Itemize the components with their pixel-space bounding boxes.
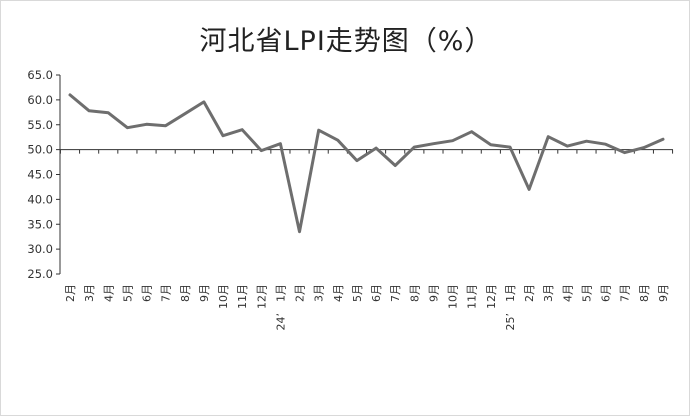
x-tick-label: 2月 — [294, 284, 307, 302]
data-point — [451, 139, 454, 142]
x-tick-label: 3月 — [83, 284, 96, 302]
data-point — [393, 164, 397, 167]
x-tick-label: 8月 — [638, 284, 651, 302]
x-tick-label: 5月 — [580, 284, 593, 302]
data-point — [604, 142, 607, 146]
data-point — [240, 128, 244, 131]
x-tick-label: 2月 — [64, 284, 77, 302]
data-point — [489, 143, 493, 146]
data-point — [145, 123, 148, 126]
x-tick-label: 6月 — [600, 284, 613, 302]
x-tick-label: 10月 — [447, 284, 460, 309]
data-point — [336, 138, 340, 142]
x-tick-label: 3月 — [313, 284, 326, 302]
data-point — [566, 144, 569, 148]
y-tick-label: 60.0 — [27, 93, 53, 107]
y-tick-label: 25.0 — [27, 267, 53, 281]
data-point — [470, 130, 473, 133]
y-tick-label: 45.0 — [27, 168, 53, 182]
data-point — [164, 124, 167, 127]
data-point — [87, 109, 91, 113]
y-tick-label: 65.0 — [27, 68, 53, 82]
x-tick-label: 5月 — [121, 284, 134, 302]
data-point — [374, 146, 378, 150]
x-tick-label: 9月 — [198, 284, 211, 302]
x-tick-label: 4月 — [102, 284, 115, 302]
data-point — [279, 142, 282, 145]
x-tick-label: 4月 — [332, 284, 345, 302]
year-label: 25’ — [504, 313, 517, 331]
x-tick-label: 4月 — [561, 284, 574, 302]
x-tick-label: 10月 — [217, 284, 230, 309]
x-tick-label: 1月 — [274, 284, 287, 302]
y-tick-label: 30.0 — [27, 242, 53, 256]
y-tick-label: 40.0 — [27, 192, 53, 206]
x-tick-label: 9月 — [427, 284, 440, 302]
data-point — [126, 126, 129, 129]
data-point — [547, 135, 550, 138]
x-tick-label: 3月 — [542, 284, 555, 302]
x-tick-label: 6月 — [370, 284, 383, 302]
data-point — [585, 139, 588, 143]
series-line — [68, 93, 665, 234]
x-tick-label: 12月 — [255, 284, 268, 309]
x-tick-label: 8月 — [408, 284, 421, 302]
data-point — [317, 129, 320, 132]
year-label: 24’ — [274, 313, 287, 331]
y-tick-label: 55.0 — [27, 118, 53, 132]
data-point — [642, 146, 646, 149]
x-tick-label: 11月 — [236, 284, 249, 309]
data-point — [508, 145, 512, 149]
x-tick-label: 1月 — [504, 284, 517, 302]
data-point — [355, 159, 359, 162]
x-tick-label: 12月 — [485, 284, 498, 309]
x-tick-label: 5月 — [351, 284, 364, 302]
x-tick-label: 7月 — [160, 284, 173, 302]
x-tick-label: 6月 — [141, 284, 154, 302]
x-tick-label: 7月 — [619, 284, 632, 302]
chart-title: 河北省LPI走势图（%） — [199, 26, 493, 57]
x-tick-label: 7月 — [389, 284, 402, 302]
data-point — [413, 145, 416, 149]
x-tick-label: 11月 — [466, 284, 479, 309]
x-tick-label: 8月 — [179, 284, 192, 302]
x-tick-label: 2月 — [523, 284, 536, 302]
data-point — [183, 112, 186, 116]
data-point — [260, 149, 263, 152]
data-point — [527, 188, 531, 191]
data-point — [107, 111, 110, 115]
data-point — [298, 230, 301, 233]
x-tick-label: 9月 — [657, 284, 670, 302]
data-point — [202, 100, 206, 104]
y-tick-label: 35.0 — [27, 217, 53, 231]
data-point — [432, 142, 435, 145]
y-tick-label: 50.0 — [27, 143, 53, 157]
data-point — [661, 137, 665, 141]
data-point — [221, 134, 225, 137]
data-point — [623, 151, 626, 154]
data-point — [68, 93, 72, 97]
